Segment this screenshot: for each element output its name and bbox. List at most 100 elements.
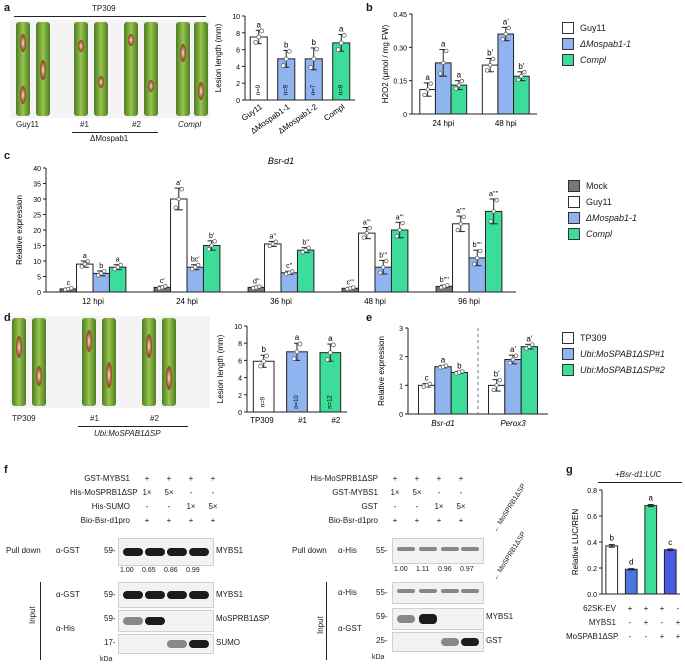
data-point <box>206 247 211 252</box>
group-label-mospab1: ΔMospab1 <box>90 134 128 143</box>
condition-value: + <box>627 604 633 613</box>
y-tick-label: 0 <box>399 412 403 419</box>
y-tick-label: 0.30 <box>393 45 407 52</box>
significance-letter: b'' <box>302 240 309 247</box>
condition-value: - <box>644 632 648 641</box>
blot-input-gst-2 <box>392 632 484 652</box>
data-point <box>115 264 120 270</box>
leaf-label-2: #2 <box>132 120 141 129</box>
condition-label: His-MoSPRB1ΔSP <box>70 488 138 497</box>
significance-letter: c' <box>160 278 165 285</box>
condition-label: MoSPAB1ΔSP <box>566 632 619 641</box>
in-his-antibody: α-His <box>338 588 357 597</box>
data-point <box>259 28 265 34</box>
x-tick-label: 48 hpi <box>495 119 517 128</box>
chart-g: 0.0 0.2 0.4 0.6 0.8 Relative LUC/REN b d a c <box>571 488 680 599</box>
in-marker-1: 59- <box>104 590 116 599</box>
data-point <box>364 230 369 236</box>
data-point <box>314 46 320 52</box>
ratio: 0.96 <box>438 566 452 573</box>
bar <box>202 245 221 293</box>
significance-letter: bc' <box>191 257 200 264</box>
condition-value: + <box>436 474 442 483</box>
x-tick-label: #1 <box>298 416 307 425</box>
significance-letter: b <box>610 534 615 543</box>
blot-input-his-2 <box>118 634 214 654</box>
condition-value: - <box>167 502 171 511</box>
lesion <box>36 366 42 386</box>
y-tick-label: 20 <box>33 228 41 235</box>
bar <box>605 545 619 595</box>
data-point <box>444 48 449 54</box>
significance-letter: a''' <box>363 220 371 227</box>
significance-letter: a''' <box>396 214 404 221</box>
significance-letter: c''' <box>347 279 355 286</box>
condition-label: GST-MYBS1 <box>84 474 130 483</box>
data-point <box>190 266 195 272</box>
legend-label: Guy11 <box>586 197 612 207</box>
data-point <box>196 262 201 268</box>
arrow-label-text: MoSPRB1ΔSP <box>496 530 528 575</box>
band <box>419 589 437 593</box>
y-tick-label: 3 <box>399 326 403 333</box>
condition-table: GST-MYBS1 + + + + His-MoSPRB1ΔSP 1× 5× - - His-SUM… <box>70 474 290 532</box>
significance-letter: c <box>67 280 71 287</box>
data-point <box>456 82 462 88</box>
band <box>461 547 479 551</box>
condition-value: 1× <box>434 502 444 511</box>
leaf <box>176 22 190 116</box>
condition-value: - <box>393 502 397 511</box>
lesion <box>166 366 172 390</box>
data-point <box>381 264 386 270</box>
significance-letter: c <box>668 538 672 547</box>
data-point <box>367 225 372 231</box>
input-label: Input <box>28 606 37 624</box>
data-point <box>335 47 341 52</box>
legend-b: Guy11 ΔMospab1-1 Compl <box>562 22 682 82</box>
data-point <box>378 270 383 275</box>
significance-letter: a' <box>526 334 532 343</box>
lesion <box>78 40 84 52</box>
ratio: 1.00 <box>394 566 408 573</box>
data-point <box>102 268 107 274</box>
bar <box>644 505 658 595</box>
data-point <box>82 261 87 267</box>
y-tick-label: 40 <box>33 166 41 173</box>
bar <box>264 243 282 293</box>
panel-a-photo: TP309 Guy11 #1 #2 Compl <box>10 4 210 129</box>
data-point <box>303 247 308 253</box>
condition-label: GST-MYBS1 <box>332 488 378 497</box>
y-tick-label: 6 <box>238 358 242 365</box>
y-tick-label: 0.8 <box>587 488 597 495</box>
significance-letter: a <box>328 334 333 343</box>
data-point <box>400 220 405 226</box>
legend-label: ΔMospab1-1 <box>586 213 638 223</box>
y-tick-label: 5 <box>37 275 41 282</box>
band <box>189 548 209 556</box>
data-point <box>445 283 450 288</box>
legend-label: TP309 <box>580 333 607 343</box>
legend-item: Compl <box>562 54 606 66</box>
data-point <box>494 198 499 203</box>
legend-e: TP309 Ubi:MoSPAB1ΔSP#1 Ubi:MoSPAB1ΔSP#2 <box>562 332 685 392</box>
legend-label: Compl <box>580 55 607 65</box>
data-point <box>507 360 513 366</box>
y-tick-label: 0.45 <box>393 12 407 19</box>
legend-item: Compl <box>568 228 612 240</box>
significance-letter: a <box>83 253 87 260</box>
y-axis-label: Lesion length (mm) <box>215 23 223 92</box>
data-point <box>96 273 101 278</box>
condition-value: + <box>643 604 649 613</box>
significance-letter: b' <box>518 62 524 71</box>
bar <box>624 568 638 595</box>
y-tick-label: 0 <box>403 112 407 119</box>
kda-label: kDa <box>372 654 385 661</box>
in-protein-2: MoSPRB1ΔSP <box>216 614 270 623</box>
data-point <box>459 78 465 84</box>
in-marker-2: 59- <box>104 614 116 623</box>
panel-label-b: b <box>366 2 373 14</box>
data-point <box>118 262 123 268</box>
in-marker-1: 55- <box>376 588 388 597</box>
data-point <box>500 37 505 42</box>
x-tick-label: 96 hpi <box>458 297 480 306</box>
